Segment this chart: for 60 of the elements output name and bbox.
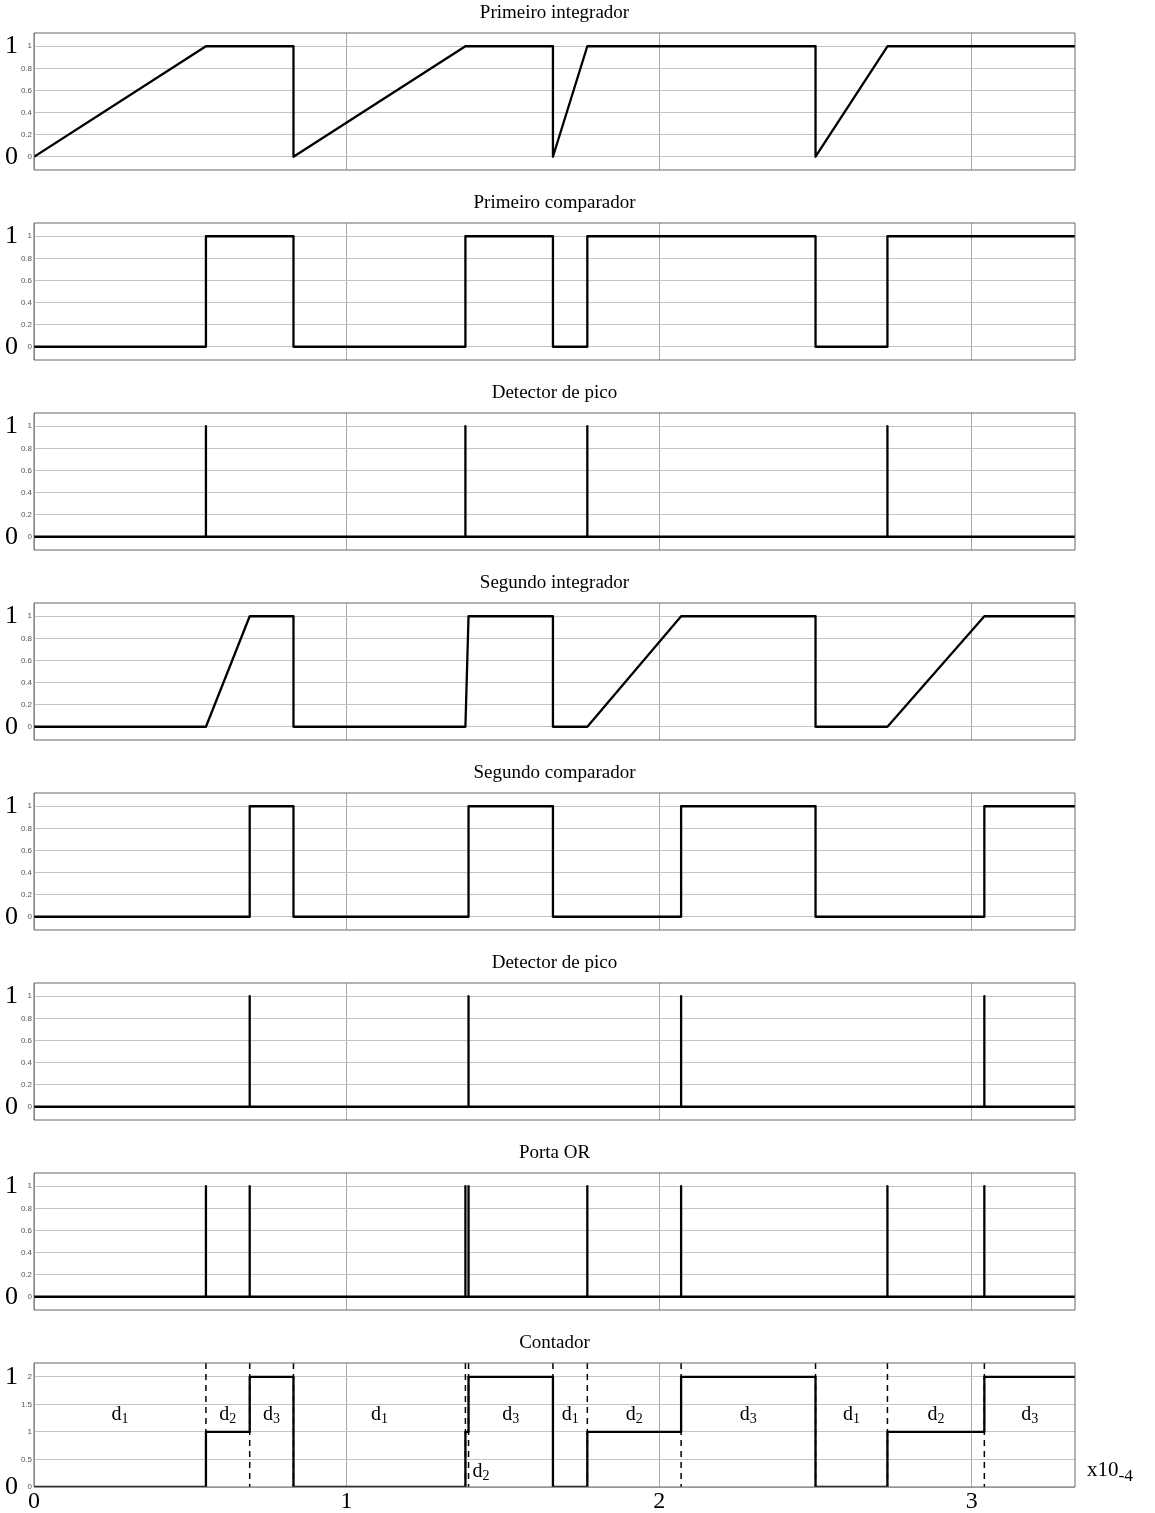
chart-title: Porta OR bbox=[517, 1141, 592, 1163]
y-tick-label: 0.4 bbox=[20, 1247, 33, 1257]
y-tick-label: 0.6 bbox=[20, 845, 33, 855]
y-tick-label: 0.8 bbox=[20, 443, 33, 453]
y-tick-label: 0.8 bbox=[20, 633, 33, 643]
y-tick-label: 0 bbox=[27, 341, 33, 351]
chart-title: Primeiro integrador bbox=[478, 1, 631, 23]
y-tick-label: 1 bbox=[27, 1181, 33, 1191]
y-tick-label: 0.6 bbox=[20, 655, 33, 665]
y-tick-label: 0.2 bbox=[20, 129, 33, 139]
y-tick-label: 2 bbox=[27, 1371, 33, 1381]
y-tick-label: 1 bbox=[27, 41, 33, 51]
y-tick-label: 0.6 bbox=[20, 85, 33, 95]
y-tick-label: 0.4 bbox=[20, 1057, 33, 1067]
text: d bbox=[111, 1402, 122, 1425]
y-tick-label: 0.8 bbox=[20, 253, 33, 263]
y-tick-label: 0.8 bbox=[20, 63, 33, 73]
y-tick-label: 0.2 bbox=[20, 889, 33, 899]
y-tick-label: 1 bbox=[27, 1427, 33, 1437]
y-tick-label: 0.2 bbox=[20, 509, 33, 519]
y-tick-label: 0.2 bbox=[20, 319, 33, 329]
y-tick-label: 0.2 bbox=[20, 1079, 33, 1089]
y-tick-label: 0.6 bbox=[20, 1225, 33, 1235]
x-tick-label: 2 bbox=[653, 1486, 666, 1513]
chart-title: Detector de pico bbox=[490, 951, 619, 973]
y-tick-label: 0.5 bbox=[20, 1454, 33, 1464]
chart-title: Primeiro comparador bbox=[472, 191, 637, 213]
y-tick-label: 0 bbox=[27, 531, 33, 541]
y-tick-label: 0 bbox=[27, 721, 33, 731]
y-tick-label: 1 bbox=[27, 611, 33, 621]
y-tick-label: 1 bbox=[27, 801, 33, 811]
x-axis-title: x10$_{-4}$ bbox=[1087, 1457, 1134, 1487]
y-tick-label: 0.8 bbox=[20, 823, 33, 833]
x-tick-label: 1 bbox=[340, 1486, 353, 1513]
y-tick-label: 0.6 bbox=[20, 1035, 33, 1045]
y-tick-label: 0.4 bbox=[20, 107, 33, 117]
y-tick-label: 1 bbox=[27, 231, 33, 241]
chart-title: Contador bbox=[518, 1331, 591, 1353]
y-tick-label: 0 bbox=[27, 151, 33, 161]
x-tick-label: 3 bbox=[965, 1486, 978, 1513]
y-tick-label: 0.4 bbox=[20, 487, 33, 497]
chart-title: Detector de pico bbox=[490, 381, 619, 403]
y-tick-label: 0.2 bbox=[20, 1269, 33, 1279]
y-tick-label: 0.8 bbox=[20, 1013, 33, 1023]
y-tick-label: 1 bbox=[27, 421, 33, 431]
annotation: 1 bbox=[121, 1410, 129, 1426]
y-tick-label: 1 bbox=[27, 991, 33, 1001]
chart-title: Segundo comparador bbox=[472, 761, 637, 783]
y-tick-label: 0.6 bbox=[20, 465, 33, 475]
y-tick-label: 1.5 bbox=[20, 1399, 33, 1409]
y-tick-label: 0 bbox=[27, 1291, 33, 1301]
chart-title: Segundo integrador bbox=[478, 571, 631, 593]
y-tick-label: 0 bbox=[27, 1101, 33, 1111]
y-tick-label: 0.8 bbox=[20, 1203, 33, 1213]
y-tick-label: 0.4 bbox=[20, 867, 33, 877]
y-tick-label: 0.6 bbox=[20, 275, 33, 285]
y-tick-label: 0.4 bbox=[20, 677, 33, 687]
y-tick-label: 0.2 bbox=[20, 699, 33, 709]
y-tick-label: 0.4 bbox=[20, 297, 33, 307]
y-tick-label: 0 bbox=[27, 911, 33, 921]
